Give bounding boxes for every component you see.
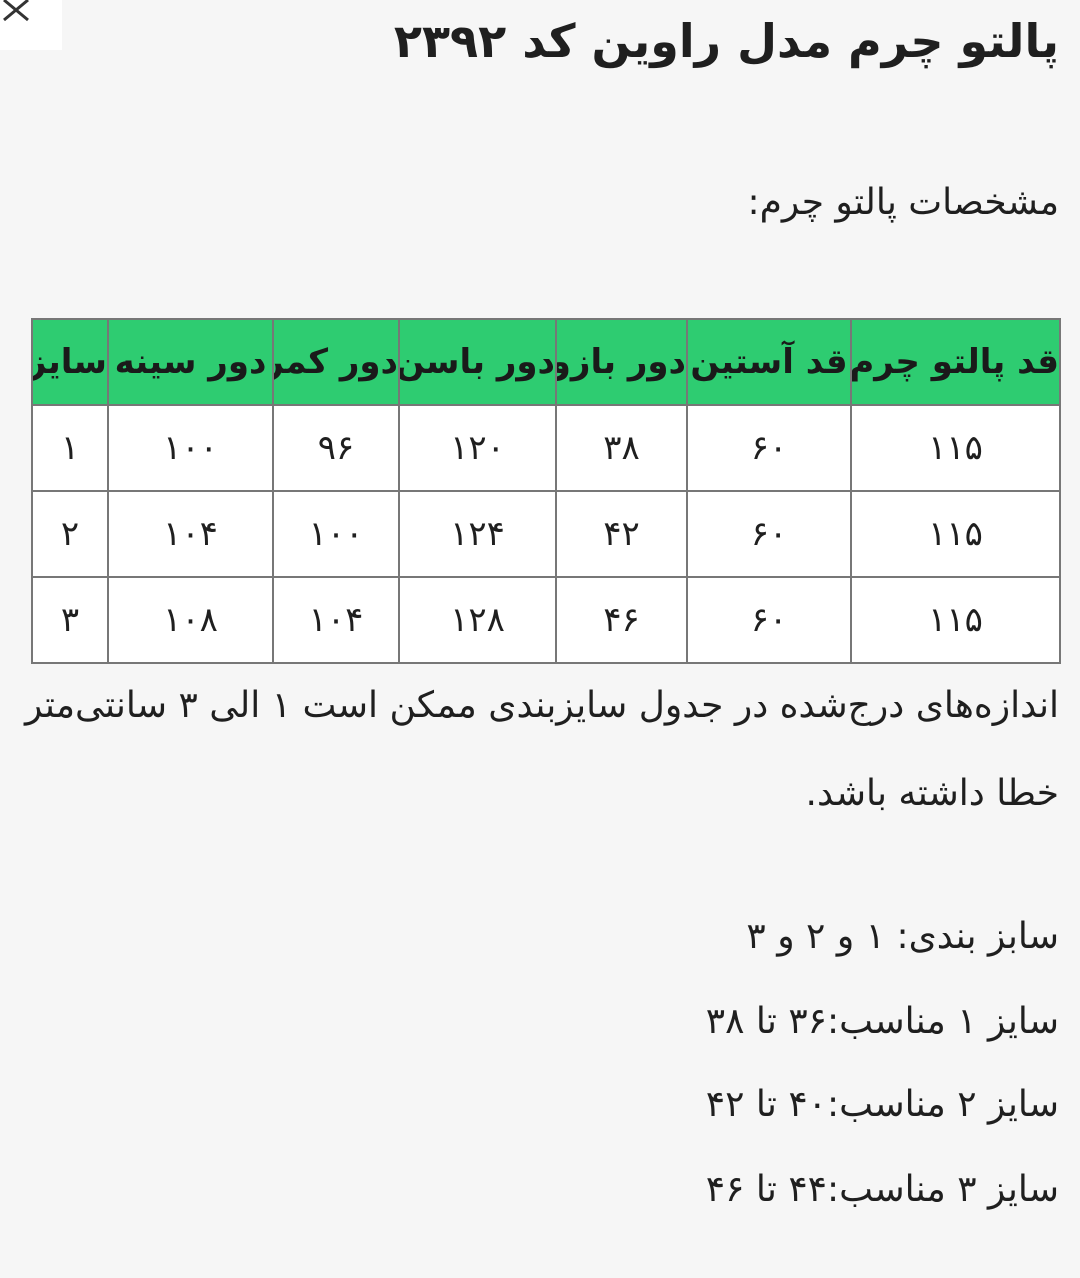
close-button[interactable] — [0, 0, 62, 50]
table-cell: ۱۲۴ — [398, 490, 557, 578]
table-cell: ۱۰۴ — [272, 576, 400, 664]
table-cell: ۴۲ — [555, 490, 688, 578]
column-header: دور باسن — [398, 318, 557, 406]
detail-line: سابز بندی: ۱ و ۲ و ۳ — [746, 916, 1059, 957]
table-cell: ۱۲۰ — [398, 404, 557, 492]
table-cell: ۶۰ — [686, 576, 852, 664]
table-row: ۱۱۵ ۶۰ ۳۸ ۱۲۰ ۹۶ ۱۰۰ ۱ — [31, 404, 1061, 492]
size-table: قد پالتو چرم قد آستین دور بازو دور باسن دور … — [31, 318, 1061, 664]
table-cell: ۱۰۰ — [107, 404, 274, 492]
table-cell: ۴۶ — [555, 576, 688, 664]
subtitle: مشخصات پالتو چرم: — [747, 182, 1059, 223]
title: پالتو چرم مدل راوین کد ۲۳۹۲ — [393, 14, 1059, 68]
column-header: قد آستین — [686, 318, 852, 406]
table-cell: ۱۲۸ — [398, 576, 557, 664]
detail-line: سایز ۲ مناسب:۴۰ تا ۴۲ — [705, 1084, 1059, 1125]
table-cell: ۱۰۸ — [107, 576, 274, 664]
column-header: دور کمر — [272, 318, 400, 406]
table-row: ۱۱۵ ۶۰ ۴۲ ۱۲۴ ۱۰۰ ۱۰۴ ۲ — [31, 490, 1061, 578]
table-cell: ۱۱۵ — [850, 576, 1061, 664]
table-row: ۱۱۵ ۶۰ ۴۶ ۱۲۸ ۱۰۴ ۱۰۸ ۳ — [31, 576, 1061, 664]
column-header: دور سینه — [107, 318, 274, 406]
table-cell: ۱۰۴ — [107, 490, 274, 578]
column-header: دور بازو — [555, 318, 688, 406]
table-cell: ۹۶ — [272, 404, 400, 492]
header-row: قد پالتو چرم قد آستین دور بازو دور باسن دور … — [31, 318, 1061, 406]
table-cell: ۶۰ — [686, 404, 852, 492]
detail-line: سایز ۱ مناسب:۳۶ تا ۳۸ — [705, 1001, 1059, 1042]
table-cell: ۲ — [31, 490, 109, 578]
table-cell: ۱۰۰ — [272, 490, 400, 578]
detail-line: سایز ۳ مناسب:۴۴ تا ۴۶ — [705, 1169, 1059, 1210]
column-header: سایز — [31, 318, 109, 406]
table-cell: ۳۸ — [555, 404, 688, 492]
table-cell: ۶۰ — [686, 490, 852, 578]
table-cell: ۱۱۵ — [850, 490, 1061, 578]
note: اندازه‌های درج‌شده در جدول سایزبندی ممکن… — [25, 685, 1059, 814]
table-cell: ۳ — [31, 576, 109, 664]
column-header: قد پالتو چرم — [850, 318, 1061, 406]
table-cell: ۱ — [31, 404, 109, 492]
table-cell: ۱۱۵ — [850, 404, 1061, 492]
